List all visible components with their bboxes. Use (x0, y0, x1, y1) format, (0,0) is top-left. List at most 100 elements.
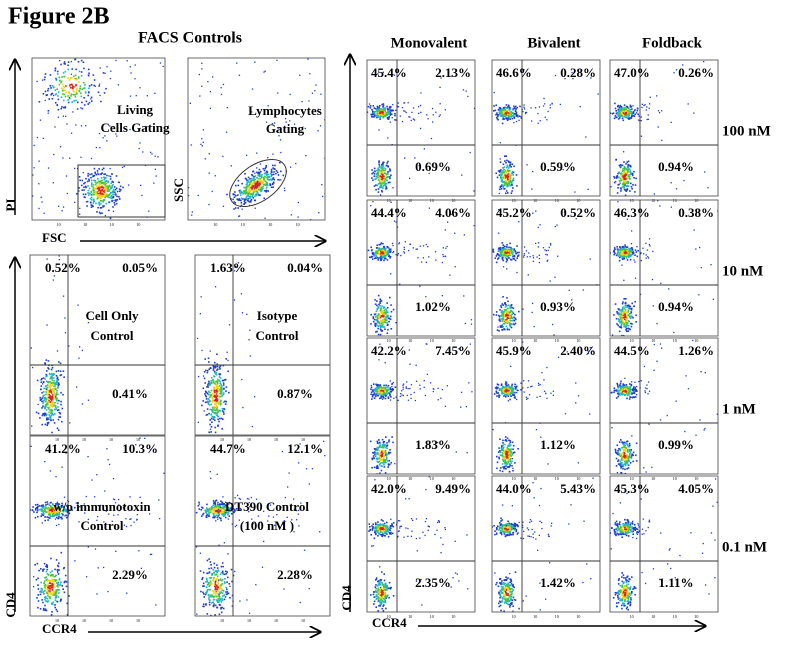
event-dot (508, 321, 510, 323)
event-dot (386, 254, 388, 256)
event-dot (60, 375, 62, 377)
event-dot (221, 418, 223, 420)
event-dot (378, 107, 380, 109)
event-dot (58, 589, 60, 591)
event-dot (69, 79, 71, 81)
event-dot (54, 393, 56, 395)
panel-label: Control (255, 328, 298, 343)
event-dot (44, 398, 46, 400)
event-dot (497, 177, 499, 179)
event-dot (550, 244, 551, 245)
event-dot (635, 178, 637, 180)
event-dot (215, 175, 216, 176)
event-dot (56, 609, 58, 611)
event-dot (250, 355, 251, 356)
event-dot (108, 190, 110, 192)
event-dot (214, 420, 216, 422)
event-dot (514, 320, 516, 322)
event-dot (646, 106, 647, 107)
event-dot (67, 95, 69, 97)
event-dot (252, 185, 254, 187)
event-dot (207, 370, 209, 372)
event-dot (202, 507, 204, 509)
event-dot (420, 112, 421, 113)
event-dot (265, 71, 266, 72)
event-dot (220, 400, 222, 402)
event-dot (257, 175, 259, 177)
event-dot (103, 567, 104, 568)
event-dot (623, 178, 625, 180)
event-dot (51, 373, 53, 375)
event-dot (385, 253, 387, 255)
event-dot (507, 106, 509, 108)
event-dot (216, 506, 218, 508)
event-dot (390, 250, 391, 251)
event-dot (202, 577, 204, 579)
event-dot (386, 177, 388, 179)
event-dot (610, 186, 611, 187)
event-dot (223, 394, 225, 396)
event-dot (227, 107, 228, 108)
event-dot (85, 178, 87, 180)
event-dot (620, 190, 622, 192)
event-dot (516, 114, 517, 115)
event-dot (290, 167, 291, 168)
event-dot (253, 171, 255, 173)
event-dot (628, 176, 630, 178)
event-dot (523, 104, 524, 105)
event-dot (107, 182, 109, 184)
event-dot (91, 182, 93, 184)
event-dot (90, 98, 91, 99)
event-dot (40, 594, 42, 596)
tick: 10 (82, 437, 86, 442)
event-dot (213, 515, 215, 517)
event-dot (525, 113, 526, 114)
event-dot (198, 505, 200, 507)
event-dot (60, 416, 62, 418)
event-dot (502, 253, 504, 255)
event-dot (51, 603, 53, 605)
event-dot (224, 574, 226, 576)
event-dot (97, 207, 99, 209)
event-dot (496, 117, 498, 119)
event-dot (209, 589, 211, 591)
event-dot (543, 98, 544, 99)
event-dot (67, 77, 69, 79)
event-dot (406, 112, 407, 113)
event-dot (382, 243, 384, 245)
event-dot (38, 413, 40, 415)
event-dot (95, 182, 97, 184)
event-dot (155, 604, 156, 605)
event-dot (374, 168, 376, 170)
event-dot (31, 425, 32, 426)
event-dot (394, 113, 396, 115)
event-dot (53, 583, 55, 585)
event-dot (59, 60, 60, 61)
event-dot (38, 208, 39, 209)
event-dot (381, 181, 383, 183)
event-dot (512, 174, 514, 176)
event-dot (51, 583, 53, 585)
event-dot (63, 76, 65, 78)
event-dot (320, 94, 321, 95)
event-dot (218, 386, 220, 388)
event-dot (239, 190, 241, 192)
event-dot (53, 581, 55, 583)
event-dot (411, 120, 412, 121)
event-dot (623, 182, 625, 184)
event-dot (91, 180, 93, 182)
event-dot (238, 185, 240, 187)
event-dot (380, 244, 382, 246)
event-dot (255, 183, 257, 185)
event-dot (78, 77, 80, 79)
event-dot (273, 174, 275, 176)
event-dot (240, 200, 242, 202)
event-dot (46, 571, 48, 573)
event-dot (40, 590, 42, 592)
event-dot (509, 110, 511, 112)
event-dot (238, 199, 240, 201)
panel-label: Control (80, 518, 123, 533)
event-dot (511, 307, 513, 309)
event-dot (266, 182, 268, 184)
event-dot (37, 81, 38, 82)
